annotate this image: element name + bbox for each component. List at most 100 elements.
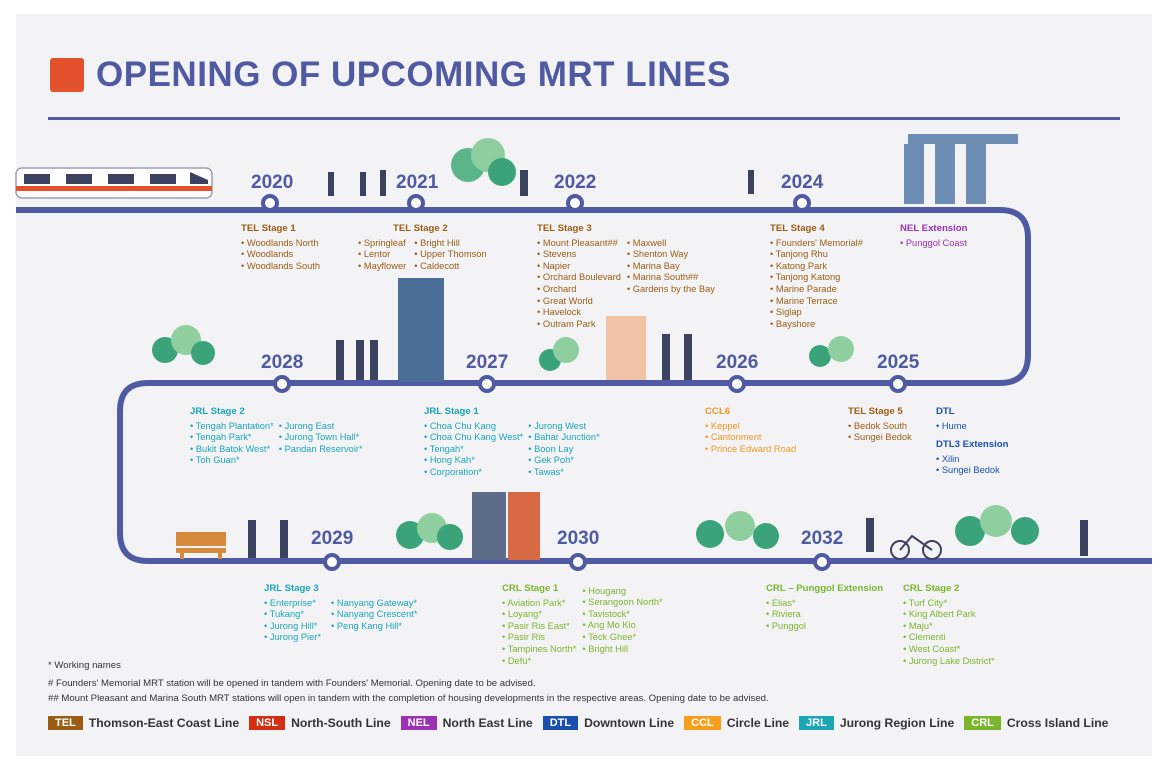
legend-name: North-South Line: [291, 716, 391, 730]
station-name: Sungei Bedok: [936, 465, 1009, 477]
year-2021: 2021: [396, 172, 439, 193]
person-icon: [248, 170, 1088, 558]
mrt-logo-icon: [50, 58, 84, 92]
bench-icon: [176, 532, 226, 559]
jrl-stage-3-group: JRL Stage 3 Enterprise* Tukang* Jurong H…: [264, 583, 417, 644]
footnote-founders-memorial: # Founders' Memorial MRT station will be…: [48, 678, 536, 689]
tel-stage-1-group: TEL Stage 1 Woodlands North Woodlands Wo…: [241, 223, 320, 272]
legend-code: CRL: [964, 716, 1001, 730]
station-name: Upper Thomson: [414, 249, 487, 261]
group-heading: JRL Stage 2: [190, 406, 245, 417]
legend-code: NEL: [400, 716, 437, 730]
title-divider: [48, 117, 1120, 120]
station-name: Havelock: [537, 307, 621, 319]
group-heading: DTL: [936, 406, 955, 417]
tel-stage-4-group: TEL Stage 4 Founders' Memorial# Tanjong …: [770, 223, 863, 330]
station-name: Jurong Town Hall*: [279, 432, 363, 444]
page-title: OPENING OF UPCOMING MRT LINES: [96, 55, 731, 94]
station-name: Cantonment: [705, 432, 796, 444]
station-name: Orchard Boulevard: [537, 272, 621, 284]
station-name: Pandan Reservoir*: [279, 444, 363, 456]
station-name: Lentor: [358, 249, 406, 261]
station-name: King Albert Park: [903, 609, 995, 621]
legend-item-nel: NEL North East Line: [400, 716, 533, 730]
group-heading: JRL Stage 3: [264, 583, 319, 594]
station-name: Serangoon North*: [582, 597, 662, 609]
year-2022: 2022: [554, 172, 597, 193]
station-name: Tanjong Katong: [770, 272, 863, 284]
station-name: Tengah Park*: [190, 432, 274, 444]
legend-item-dtl: DTL Downtown Line: [542, 716, 674, 730]
footnote-working-names: * Working names: [48, 660, 121, 671]
station-name: Jurong Pier*: [264, 632, 321, 644]
legend-item-crl: CRL Cross Island Line: [964, 716, 1108, 730]
train-icon: [15, 167, 213, 199]
station-name: Marine Parade: [770, 284, 863, 296]
station-name: Tukang*: [264, 609, 321, 621]
station-name: Bedok South: [848, 421, 912, 433]
year-2030: 2030: [557, 528, 600, 549]
crl-stage-2-group: CRL Stage 2 Turf City* King Albert Park …: [903, 583, 995, 667]
group-heading: TEL Stage 5: [848, 406, 903, 417]
group-heading: JRL Stage 1: [424, 406, 479, 417]
group-heading: TEL Stage 2: [393, 223, 448, 234]
legend-name: Jurong Region Line: [839, 716, 955, 730]
legend-code: DTL: [542, 716, 579, 730]
legend-item-nsl: NSL North-South Line: [249, 716, 391, 730]
station-name: Siglap: [770, 307, 863, 319]
crl-punggol-extension-group: CRL – Punggol Extension Elias* Riviera P…: [766, 583, 883, 632]
station-name: Woodlands: [241, 249, 320, 261]
station-name: Ang Mo Kio: [582, 620, 662, 632]
station-name: Tavistock*: [582, 609, 662, 621]
legend-code: CCL: [684, 716, 721, 730]
legend-name: Cross Island Line: [1006, 716, 1109, 730]
station-name: Hougang: [582, 586, 662, 598]
station-name: Clementi: [903, 632, 995, 644]
station-name: Boon Lay: [528, 444, 599, 456]
station-name: Nanyang Crescent*: [331, 609, 418, 621]
station-name: Defu*: [502, 656, 576, 668]
station-name: Tanjong Rhu: [770, 249, 863, 261]
station-name: Hume: [936, 421, 1009, 433]
station-name: Bright Hill: [582, 644, 662, 656]
station-name: Sungei Bedok: [848, 432, 912, 444]
station-name: Mayflower: [358, 261, 406, 273]
station-name: Nanyang Gateway*: [331, 598, 417, 610]
station-name: Aviation Park*: [502, 598, 576, 610]
line-legend: TEL Thomson-East Coast Line NSL North-So…: [48, 716, 1108, 730]
legend-name: Circle Line: [726, 716, 790, 730]
legend-code: TEL: [48, 716, 83, 730]
year-2020: 2020: [251, 172, 294, 193]
station-name: Punggol: [766, 621, 883, 633]
crl-stage-1-group: CRL Stage 1 Aviation Park* Loyang* Pasir…: [502, 583, 663, 667]
year-2025: 2025: [877, 352, 920, 373]
station-name: Tampines North*: [502, 644, 577, 656]
station-name: Gek Poh*: [528, 455, 599, 467]
legend-code: NSL: [249, 716, 286, 730]
group-heading: CRL Stage 1: [502, 583, 559, 594]
footnote-housing: ## Mount Pleasant and Marina South MRT s…: [48, 693, 769, 704]
station-name: Elias*: [766, 598, 883, 610]
station-name: Caldecott: [414, 261, 486, 273]
station-name: Shenton Way: [627, 249, 715, 261]
station-name: Choa Chu Kang: [424, 421, 523, 433]
station-name: Bayshore: [770, 319, 863, 331]
tel-stage-2-group: TEL Stage 2 Springleaf Lentor Mayflower …: [358, 223, 487, 272]
station-name: Turf City*: [903, 598, 995, 610]
legend-name: Thomson-East Coast Line: [88, 716, 240, 730]
station-name: West Coast*: [903, 644, 995, 656]
station-name: Jurong East: [279, 421, 363, 433]
group-heading: NEL Extension: [900, 223, 968, 234]
ccl6-group: CCL6 Keppel Cantonment Prince Edward Roa…: [705, 406, 796, 455]
legend-item-jrl: JRL Jurong Region Line: [799, 716, 954, 730]
station-name: Marine Terrace: [770, 296, 863, 308]
station-name: Maju*: [903, 621, 995, 633]
station-name: Napier: [537, 261, 621, 273]
station-name: Stevens: [537, 249, 621, 261]
legend-code: JRL: [799, 716, 834, 730]
station-name: Woodlands South: [241, 261, 320, 273]
year-2028: 2028: [261, 352, 304, 373]
station-name: Pasir Ris East*: [502, 621, 576, 633]
year-2032: 2032: [801, 528, 844, 549]
station-name: Teck Ghee*: [582, 632, 662, 644]
